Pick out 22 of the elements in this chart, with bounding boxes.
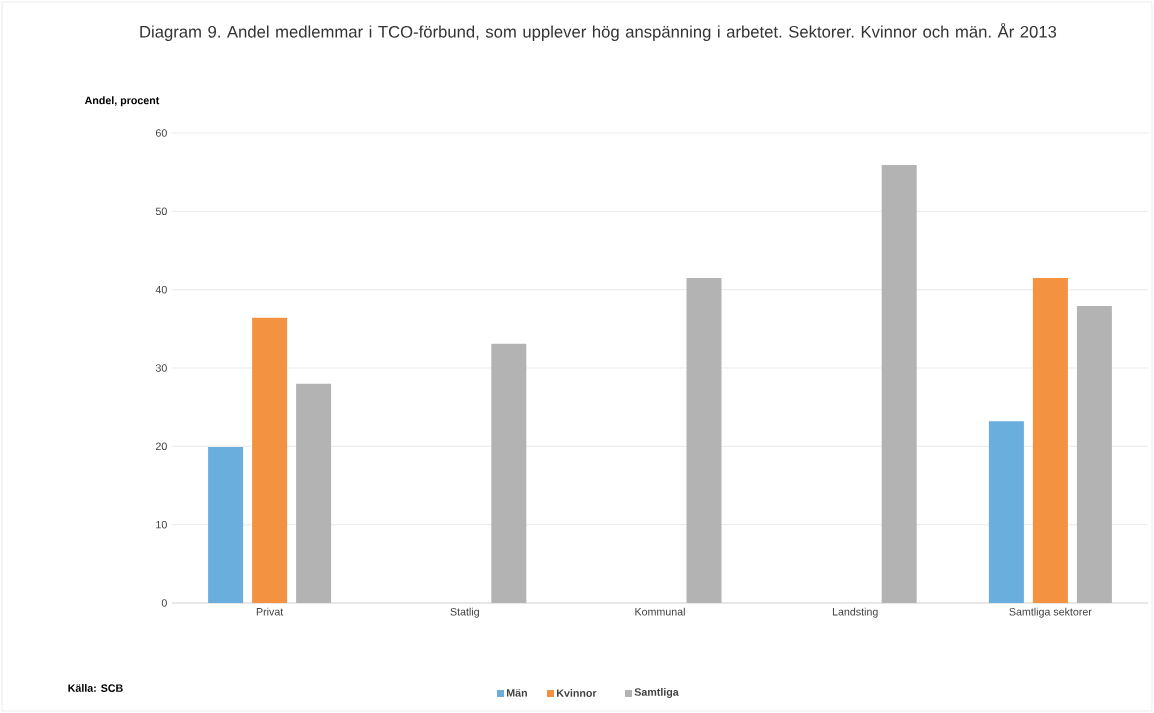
x-tick-label: Statlig: [450, 607, 479, 618]
text: Källa: SCB: [68, 684, 123, 692]
legend-label: Män: [506, 689, 527, 697]
bar: [1032, 277, 1068, 603]
bar: [208, 447, 244, 603]
bar: [988, 421, 1024, 603]
y-tick-label: 0: [161, 599, 167, 607]
x-tick-label: Landsting: [832, 607, 878, 618]
x-tick-label: Samtliga sektorer: [1009, 607, 1092, 618]
y-tick-label: 10: [156, 520, 167, 529]
legend-label: Samtliga: [634, 687, 679, 698]
chart-title: Diagram 9. Andel medlemmar i TCO-förbund, som upplever hög anspänning i arbetet. Sektorer. Kvinnor och män. År 2013: [140, 22, 1057, 41]
legend-label: Kvinnor: [556, 689, 597, 697]
y-tick-label: 30: [155, 364, 167, 372]
y-tick-label: 50: [155, 207, 167, 216]
x-tick-label: Privat: [256, 607, 284, 616]
y-tick-label: 40: [155, 285, 167, 294]
x-tick-label: Kommunal: [635, 607, 685, 616]
y-axis-title: Andel, procent: [84, 96, 160, 107]
y-tick-label: 60: [155, 129, 167, 137]
y-tick-label: 20: [155, 442, 167, 451]
bar: [252, 317, 288, 603]
